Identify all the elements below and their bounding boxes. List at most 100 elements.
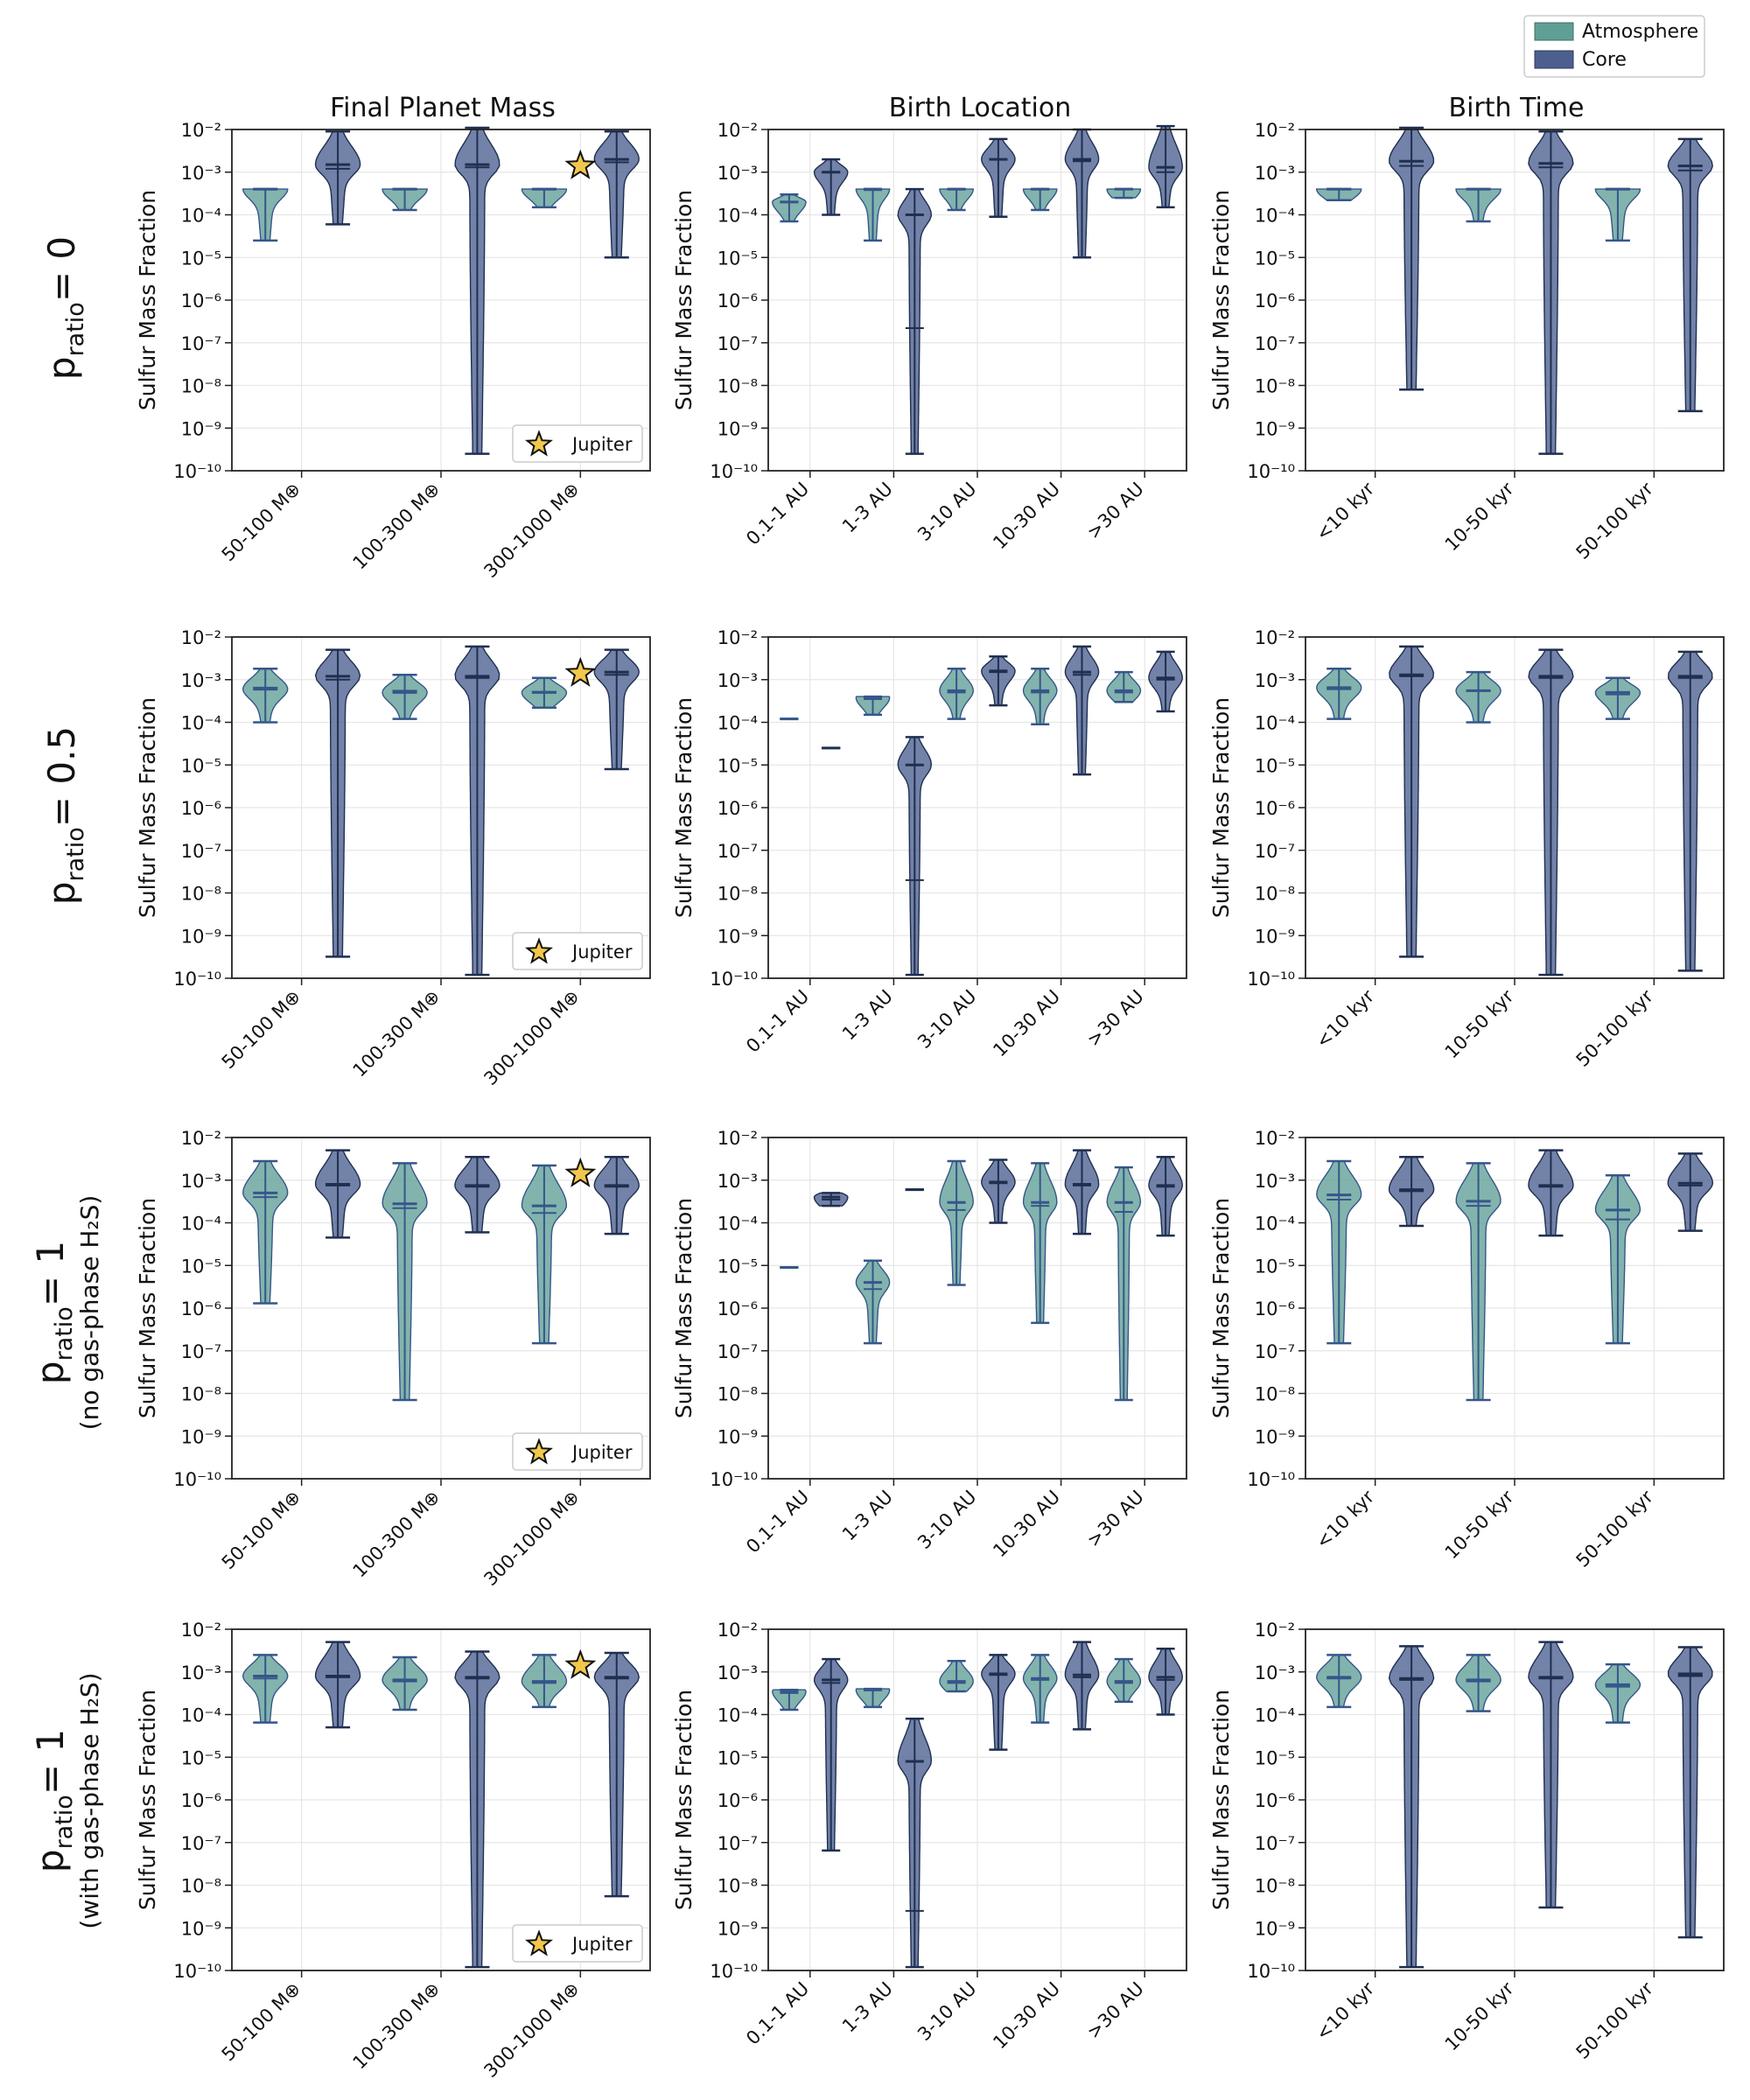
column-title-location: Birth Location bbox=[889, 93, 1071, 123]
axes-frame-r0c1 bbox=[767, 129, 1187, 472]
ytick-label-r3c2-1: 10⁻³ bbox=[1255, 1662, 1295, 1684]
ytick-label-r0c2-6: 10⁻⁸ bbox=[1255, 376, 1295, 397]
ytick-label-r2c1-6: 10⁻⁸ bbox=[718, 1384, 758, 1405]
ytick-label-r1c1-5: 10⁻⁷ bbox=[718, 841, 758, 862]
svg-text:pratio= 1: pratio= 1 bbox=[29, 1729, 78, 1872]
ytick-label-r0c1-6: 10⁻⁸ bbox=[718, 376, 758, 397]
xtick-label-r3c1-2: 3-10 AU bbox=[914, 1978, 980, 2045]
row-label-3-p: p bbox=[29, 1849, 72, 1872]
ytick-label-r0c1-8: 10⁻¹⁰ bbox=[710, 461, 758, 482]
xtick-label-r3c1-3: 10-30 AU bbox=[989, 1978, 1064, 2054]
axes-frame-r1c1 bbox=[767, 636, 1187, 979]
ytick-label-r3c1-5: 10⁻⁷ bbox=[718, 1833, 758, 1854]
xtick-label-r1c2-1: 10-50 kyr bbox=[1441, 985, 1518, 1062]
ytick-label-r3c2-6: 10⁻⁸ bbox=[1255, 1876, 1295, 1897]
xtick-label-r2c0-0: 50-100 M⊕ bbox=[218, 1487, 305, 1574]
ylabel-r3c0: Sulfur Mass Fraction bbox=[135, 1690, 160, 1910]
ytick-label-r1c0-0: 10⁻² bbox=[181, 627, 221, 648]
xtick-label-r0c1-0: 0.1-1 AU bbox=[742, 479, 813, 550]
ytick-label-r1c0-2: 10⁻⁴ bbox=[181, 713, 221, 734]
legend: Atmosphere Core bbox=[1523, 15, 1705, 78]
xtick-label-r2c1-0: 0.1-1 AU bbox=[742, 1487, 813, 1558]
panel-r1c2: 10⁻² 10⁻³ 10⁻⁴ 10⁻⁵ 10⁻⁶ 10⁻⁷ 10⁻⁸ 10⁻⁹ 10⁻¹⁰ <10… bbox=[1208, 627, 1725, 1071]
row-label-1-p: p bbox=[40, 881, 83, 905]
row-label-0-rest: = 0 bbox=[40, 236, 83, 302]
ytick-label-r2c0-4: 10⁻⁶ bbox=[181, 1298, 221, 1320]
xtick-label-r1c1-1: 1-3 AU bbox=[838, 986, 897, 1045]
axes-frame-r2c2 bbox=[1305, 1137, 1725, 1480]
row-label-0: pratio= 0 bbox=[40, 236, 89, 380]
ytick-label-r0c2-5: 10⁻⁷ bbox=[1255, 333, 1295, 354]
row-label-3: pratio= 1 (with gas-phase H₂S) bbox=[29, 1672, 104, 1928]
panel-r1c0: 10⁻² 10⁻³ 10⁻⁴ 10⁻⁵ 10⁻⁶ 10⁻⁷ 10⁻⁸ 10⁻⁹ 10⁻¹⁰50-… bbox=[135, 627, 651, 1089]
ytick-label-r3c0-2: 10⁻⁴ bbox=[181, 1705, 221, 1726]
ylabel-r2c1: Sulfur Mass Fraction bbox=[671, 1198, 696, 1418]
ytick-label-r0c2-3: 10⁻⁵ bbox=[1255, 248, 1295, 269]
ylabel-r1c1: Sulfur Mass Fraction bbox=[671, 697, 696, 918]
panel-r3c2: 10⁻² 10⁻³ 10⁻⁴ 10⁻⁵ 10⁻⁶ 10⁻⁷ 10⁻⁸ 10⁻⁹ 10⁻¹⁰ <10… bbox=[1208, 1620, 1725, 2063]
ylabel-r0c1: Sulfur Mass Fraction bbox=[671, 190, 696, 410]
ytick-label-r0c0-6: 10⁻⁸ bbox=[181, 376, 221, 397]
jupiter-legend-star-r2c0 bbox=[524, 1438, 554, 1465]
ytick-label-r3c1-0: 10⁻² bbox=[718, 1620, 758, 1641]
ytick-label-r0c2-8: 10⁻¹⁰ bbox=[1247, 461, 1295, 482]
ytick-label-r1c0-8: 10⁻¹⁰ bbox=[173, 969, 221, 990]
ytick-label-r1c1-1: 10⁻³ bbox=[718, 670, 758, 691]
ytick-label-r1c0-4: 10⁻⁶ bbox=[181, 798, 221, 819]
axes-frame-r3c2 bbox=[1305, 1628, 1725, 1971]
ylabel-r3c2: Sulfur Mass Fraction bbox=[1208, 1690, 1234, 1910]
ytick-label-r1c1-2: 10⁻⁴ bbox=[718, 713, 758, 734]
ytick-label-r1c2-7: 10⁻⁹ bbox=[1255, 926, 1295, 947]
ytick-label-r0c1-1: 10⁻³ bbox=[718, 163, 758, 184]
ytick-label-r2c1-3: 10⁻⁵ bbox=[718, 1256, 758, 1277]
ytick-label-r1c2-6: 10⁻⁸ bbox=[1255, 884, 1295, 905]
axes-frame-r2c0 bbox=[231, 1137, 651, 1480]
ytick-label-r0c1-4: 10⁻⁶ bbox=[718, 290, 758, 312]
ytick-label-r1c2-2: 10⁻⁴ bbox=[1255, 713, 1295, 734]
panel-r0c1: 10⁻² 10⁻³ 10⁻⁴ 10⁻⁵ 10⁻⁶ 10⁻⁷ 10⁻⁸ 10⁻⁹ 10⁻¹⁰0.1… bbox=[671, 120, 1187, 553]
ytick-label-r1c2-4: 10⁻⁶ bbox=[1255, 798, 1295, 819]
row-label-2-rest: = 1 bbox=[29, 1241, 72, 1306]
ytick-label-r2c2-8: 10⁻¹⁰ bbox=[1247, 1469, 1295, 1490]
ytick-label-r2c0-5: 10⁻⁷ bbox=[181, 1341, 221, 1362]
xtick-label-r0c2-1: 10-50 kyr bbox=[1441, 478, 1518, 555]
ylabel-r1c2: Sulfur Mass Fraction bbox=[1208, 697, 1234, 918]
row-label-3-rest: = 1 bbox=[29, 1729, 72, 1795]
panel-r0c2: 10⁻² 10⁻³ 10⁻⁴ 10⁻⁵ 10⁻⁶ 10⁻⁷ 10⁻⁸ 10⁻⁹ 10⁻¹⁰ <10… bbox=[1208, 120, 1725, 564]
panel-r1c1: 10⁻² 10⁻³ 10⁻⁴ 10⁻⁵ 10⁻⁶ 10⁻⁷ 10⁻⁸ 10⁻⁹ 10⁻¹⁰0.1… bbox=[671, 627, 1187, 1060]
ytick-label-r2c1-2: 10⁻⁴ bbox=[718, 1214, 758, 1235]
ytick-label-r3c1-3: 10⁻⁵ bbox=[718, 1747, 758, 1768]
jupiter-star-r0c0 bbox=[564, 149, 597, 179]
svg-text:pratio= 1: pratio= 1 bbox=[29, 1241, 78, 1384]
panel-r2c2: 10⁻² 10⁻³ 10⁻⁴ 10⁻⁵ 10⁻⁶ 10⁻⁷ 10⁻⁸ 10⁻⁹ 10⁻¹⁰ <10… bbox=[1208, 1128, 1725, 1572]
xtick-label-r1c1-4: >30 AU bbox=[1083, 986, 1148, 1051]
xtick-label-r2c0-1: 100-300 M⊕ bbox=[349, 1487, 444, 1582]
legend-swatch-atmosphere bbox=[1534, 22, 1574, 41]
jupiter-legend-star-r0c0 bbox=[524, 430, 554, 457]
ylabel-r1c0: Sulfur Mass Fraction bbox=[135, 697, 160, 918]
panel-r2c1: 10⁻² 10⁻³ 10⁻⁴ 10⁻⁵ 10⁻⁶ 10⁻⁷ 10⁻⁸ 10⁻⁹ 10⁻¹⁰0.1… bbox=[671, 1128, 1187, 1561]
ytick-label-r3c2-8: 10⁻¹⁰ bbox=[1247, 1961, 1295, 1982]
xtick-label-r2c2-1: 10-50 kyr bbox=[1441, 1486, 1518, 1563]
ytick-label-r3c0-1: 10⁻³ bbox=[181, 1662, 221, 1684]
axes-frame-r3c0 bbox=[231, 1628, 651, 1971]
xtick-label-r2c0-2: 300-1000 M⊕ bbox=[480, 1487, 583, 1590]
ytick-label-r2c2-6: 10⁻⁸ bbox=[1255, 1384, 1295, 1405]
ytick-label-r1c0-5: 10⁻⁷ bbox=[181, 841, 221, 862]
xtick-label-r0c1-1: 1-3 AU bbox=[838, 479, 897, 537]
ytick-label-r2c1-8: 10⁻¹⁰ bbox=[710, 1469, 758, 1490]
row-label-3-sub: ratio bbox=[51, 1795, 78, 1849]
xtick-label-r0c0-1: 100-300 M⊕ bbox=[349, 479, 444, 574]
xtick-label-r2c1-2: 3-10 AU bbox=[914, 1487, 980, 1553]
xtick-label-r1c2-2: 50-100 kyr bbox=[1572, 985, 1658, 1071]
xtick-label-r2c1-1: 1-3 AU bbox=[838, 1487, 897, 1545]
ytick-label-r0c0-8: 10⁻¹⁰ bbox=[173, 461, 221, 482]
xtick-label-r1c1-0: 0.1-1 AU bbox=[742, 986, 813, 1057]
axes-frame-r1c2 bbox=[1305, 636, 1725, 979]
xtick-label-r3c0-1: 100-300 M⊕ bbox=[349, 1978, 444, 2074]
ytick-label-r3c0-5: 10⁻⁷ bbox=[181, 1833, 221, 1854]
ytick-label-r2c1-4: 10⁻⁶ bbox=[718, 1298, 758, 1320]
ytick-label-r1c2-3: 10⁻⁵ bbox=[1255, 755, 1295, 776]
ylabel-r0c0: Sulfur Mass Fraction bbox=[135, 190, 160, 410]
ytick-label-r1c0-1: 10⁻³ bbox=[181, 670, 221, 691]
